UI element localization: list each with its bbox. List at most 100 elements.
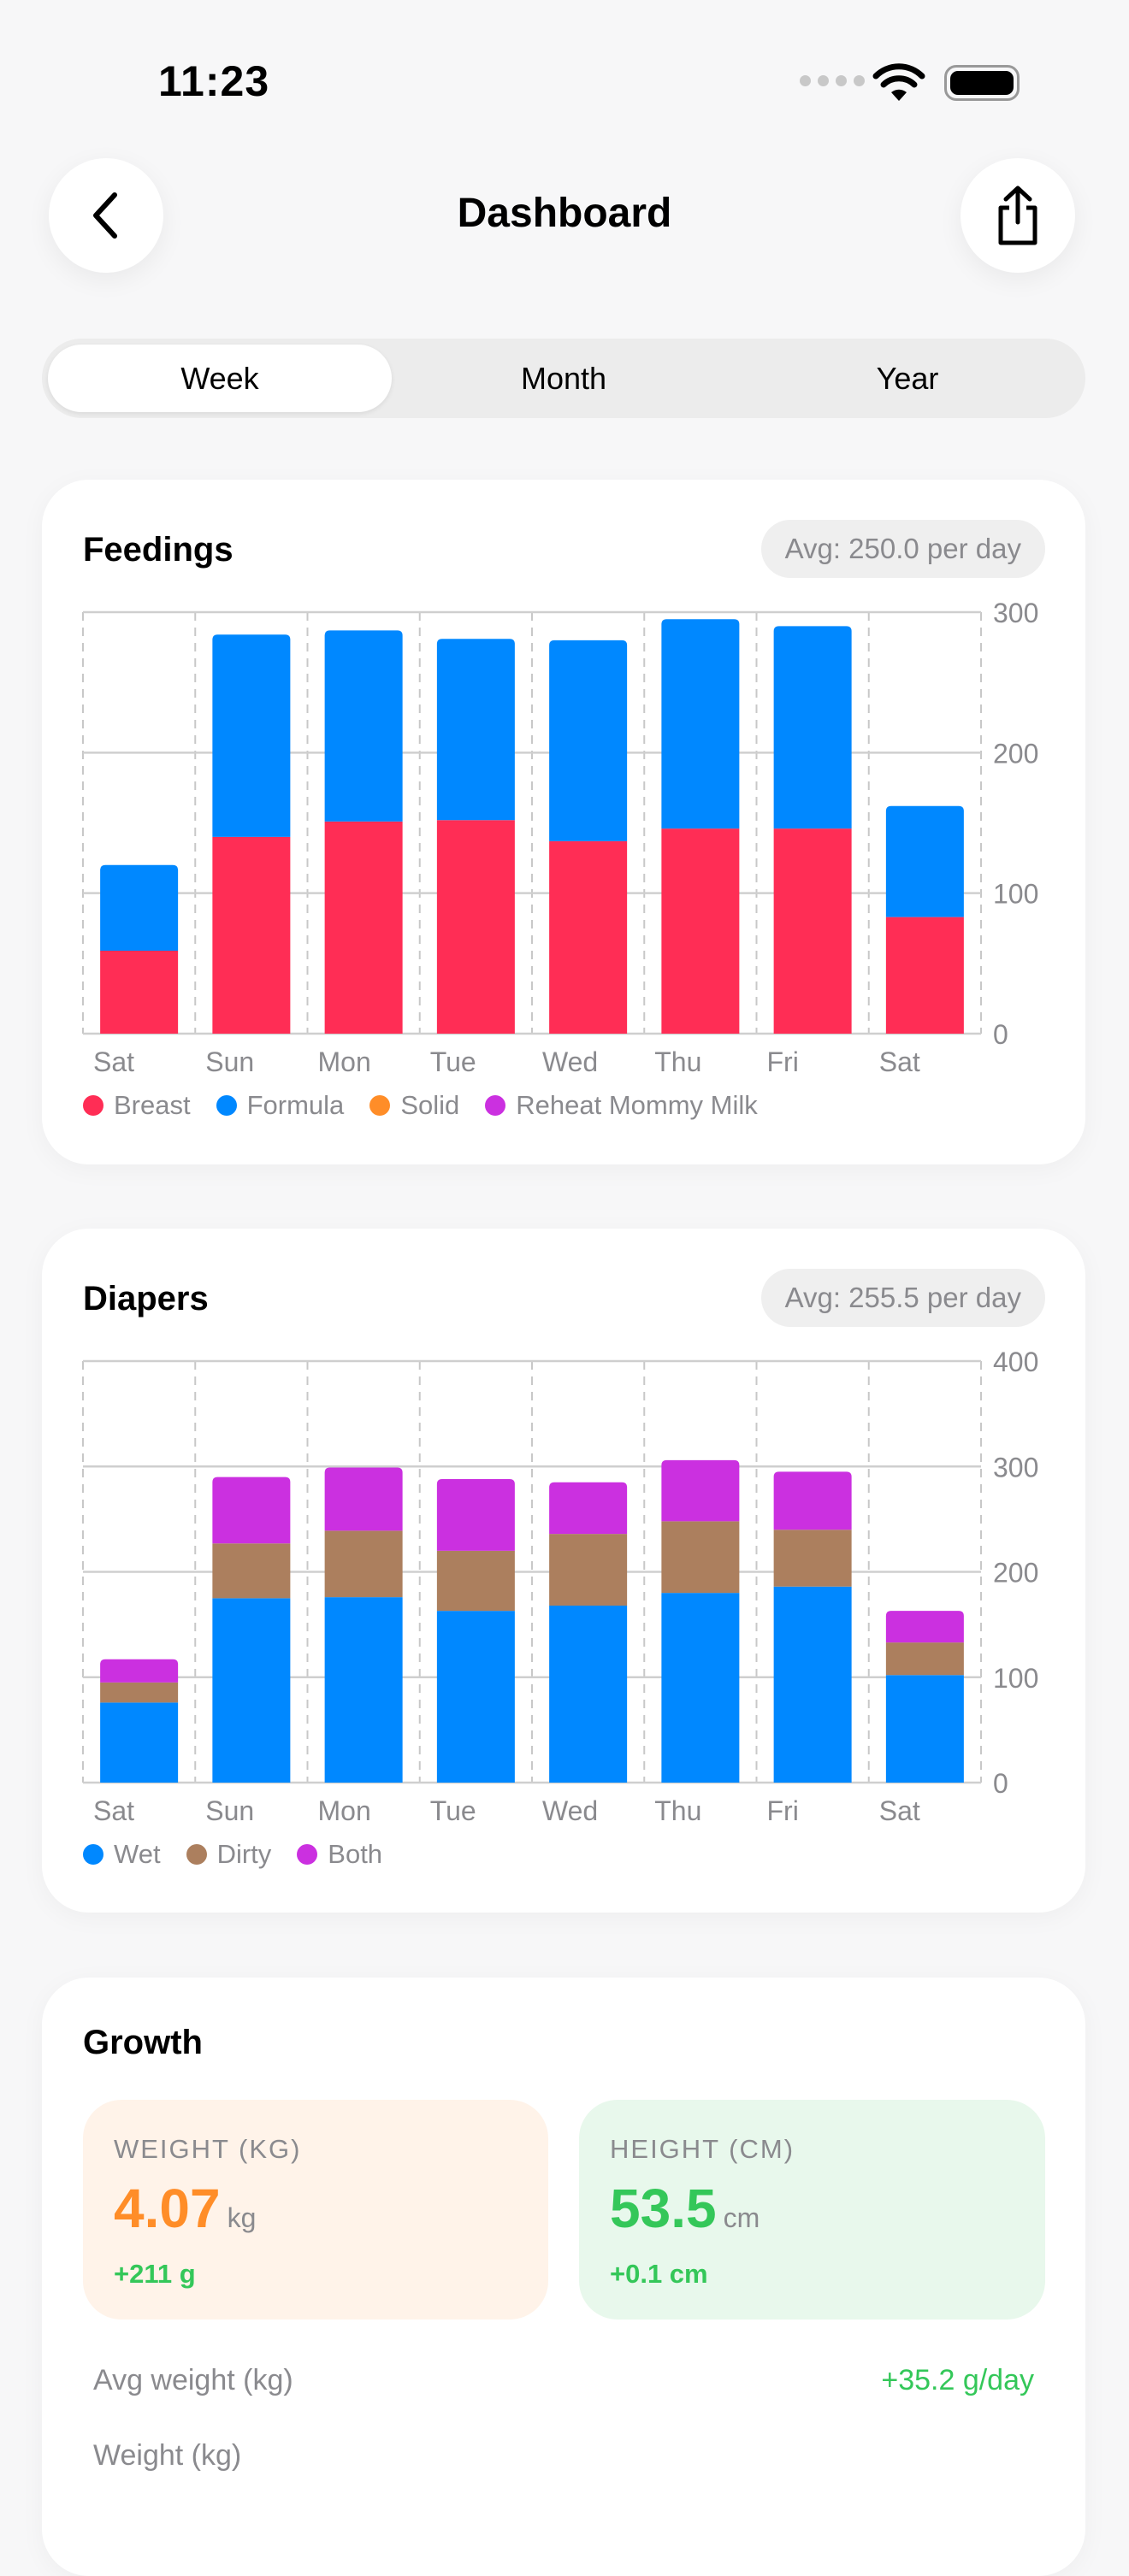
bar-segment-both [661,1459,740,1522]
battery-icon [944,65,1020,101]
dirty-dot-icon [186,1844,207,1865]
legend-dirty: Dirty [186,1839,271,1870]
bar-segment-breast [661,828,740,1034]
x-tick-label: Mon [318,1795,371,1826]
legend-label: Wet [114,1839,161,1869]
legend-label: Formula [246,1090,345,1120]
weight-box[interactable]: WEIGHT (KG) 4.07 kg +211 g [83,2100,548,2320]
legend-breast: Breast [83,1090,191,1121]
bar-segment-both [436,1479,515,1551]
chevron-left-icon [93,192,117,239]
height-delta: +0.1 cm [610,2259,708,2289]
x-tick-label: Sun [205,1046,254,1077]
diapers-avg-badge: Avg: 255.5 per day [760,1269,1045,1327]
bar-segment-wet [324,1597,403,1783]
growth-title: Growth [83,2024,203,2061]
bar-segment-both [885,1611,964,1643]
bar-segment-wet [549,1605,628,1783]
feedings-title: Feedings [83,531,233,569]
legend-label: Solid [400,1090,460,1120]
bar-segment-formula [324,630,403,822]
reheat-dot-icon [485,1095,506,1116]
share-icon [998,186,1037,245]
diapers-legend: Wet Dirty Both [83,1839,382,1870]
bar-segment-dirty [324,1530,403,1598]
wifi-icon [872,63,925,101]
diapers-title: Diapers [83,1280,209,1317]
legend-reheat: Reheat Mommy Milk [485,1090,758,1121]
solid-dot-icon [369,1095,391,1116]
x-tick-label: Thu [654,1795,701,1826]
weight-label: WEIGHT (KG) [114,2134,302,2164]
x-tick-label: Sat [93,1795,134,1826]
avg-weight-label: Avg weight (kg) [93,2364,293,2396]
legend-label: Reheat Mommy Milk [516,1090,758,1120]
weight-delta: +211 g [114,2259,196,2289]
bar-segment-dirty [436,1550,515,1612]
feedings-avg-badge: Avg: 250.0 per day [760,520,1045,578]
height-box[interactable]: HEIGHT (CM) 53.5 cm +0.1 cm [579,2100,1045,2320]
bar-segment-formula [100,864,179,952]
period-segmented-control: Week Month Year [42,339,1085,418]
x-tick-label: Sat [879,1046,920,1077]
bar-segment-formula [661,619,740,829]
bar-segment-both [324,1467,403,1531]
bar-segment-wet [436,1611,515,1783]
y-tick-label: 100 [993,879,1038,910]
wet-dot-icon [83,1844,103,1865]
height-unit: cm [723,2202,760,2233]
growth-card: Growth WEIGHT (KG) 4.07 kg +211 g HEIGHT … [42,1978,1085,2576]
y-tick-label: 300 [993,598,1038,628]
bar-segment-wet [885,1675,964,1783]
bar-segment-both [100,1659,179,1683]
segment-year[interactable]: Year [876,360,939,396]
bar-segment-breast [100,951,179,1034]
bar-segment-wet [773,1586,852,1783]
x-tick-label: Sun [205,1795,254,1826]
bar-segment-wet [212,1598,291,1783]
legend-label: Both [328,1839,383,1869]
weight-chart-label: Weight (kg) [93,2439,242,2472]
legend-both: Both [297,1839,382,1870]
segment-month[interactable]: Month [520,360,607,396]
cellular-signal-icon [800,75,865,86]
bar-segment-both [549,1482,628,1535]
bar-segment-breast [212,836,291,1034]
weight-value: 4.07 [114,2178,221,2239]
formula-dot-icon [216,1095,237,1116]
bar-segment-breast [436,820,515,1034]
y-tick-label: 0 [993,1768,1008,1799]
feedings-legend: Breast Formula Solid Reheat Mommy Milk [83,1090,758,1121]
x-tick-label: Wed [542,1795,598,1826]
legend-label: Breast [114,1090,191,1120]
bar-segment-wet [100,1702,179,1783]
y-tick-label: 200 [993,1558,1038,1589]
x-tick-label: Fri [767,1046,799,1077]
x-tick-label: Tue [430,1046,476,1077]
diapers-chart: 0 100 200 300 400 Sat Sun Mon Tue Wed Thu Fri Sat [82,1347,1038,1826]
bar-segment-both [773,1471,852,1530]
legend-wet: Wet [83,1839,161,1870]
segment-week[interactable]: Week [48,345,392,412]
share-button[interactable] [961,158,1075,273]
feedings-chart: 0 100 200 300 Sat Sun Mon Tue Wed Thu Fri Sat [82,598,1038,1077]
y-tick-label: 400 [993,1347,1038,1377]
breast-dot-icon [83,1095,103,1116]
bar-segment-both [212,1477,291,1544]
bar-segment-dirty [885,1642,964,1676]
bar-segment-dirty [661,1521,740,1594]
bar-segment-dirty [212,1543,291,1599]
both-dot-icon [297,1844,318,1865]
height-value: 53.5 [610,2178,717,2239]
bar-segment-wet [661,1593,740,1783]
x-tick-label: Fri [767,1795,799,1826]
y-tick-label: 300 [993,1452,1038,1483]
back-button[interactable] [49,158,163,273]
page-title: Dashboard [457,191,672,236]
bar-segment-formula [212,634,291,837]
avg-weight-value: +35.2 g/day [881,2364,1034,2396]
bar-segment-breast [773,828,852,1034]
height-label: HEIGHT (CM) [610,2134,795,2164]
bar-segment-dirty [773,1530,852,1587]
x-tick-label: Wed [542,1046,598,1077]
